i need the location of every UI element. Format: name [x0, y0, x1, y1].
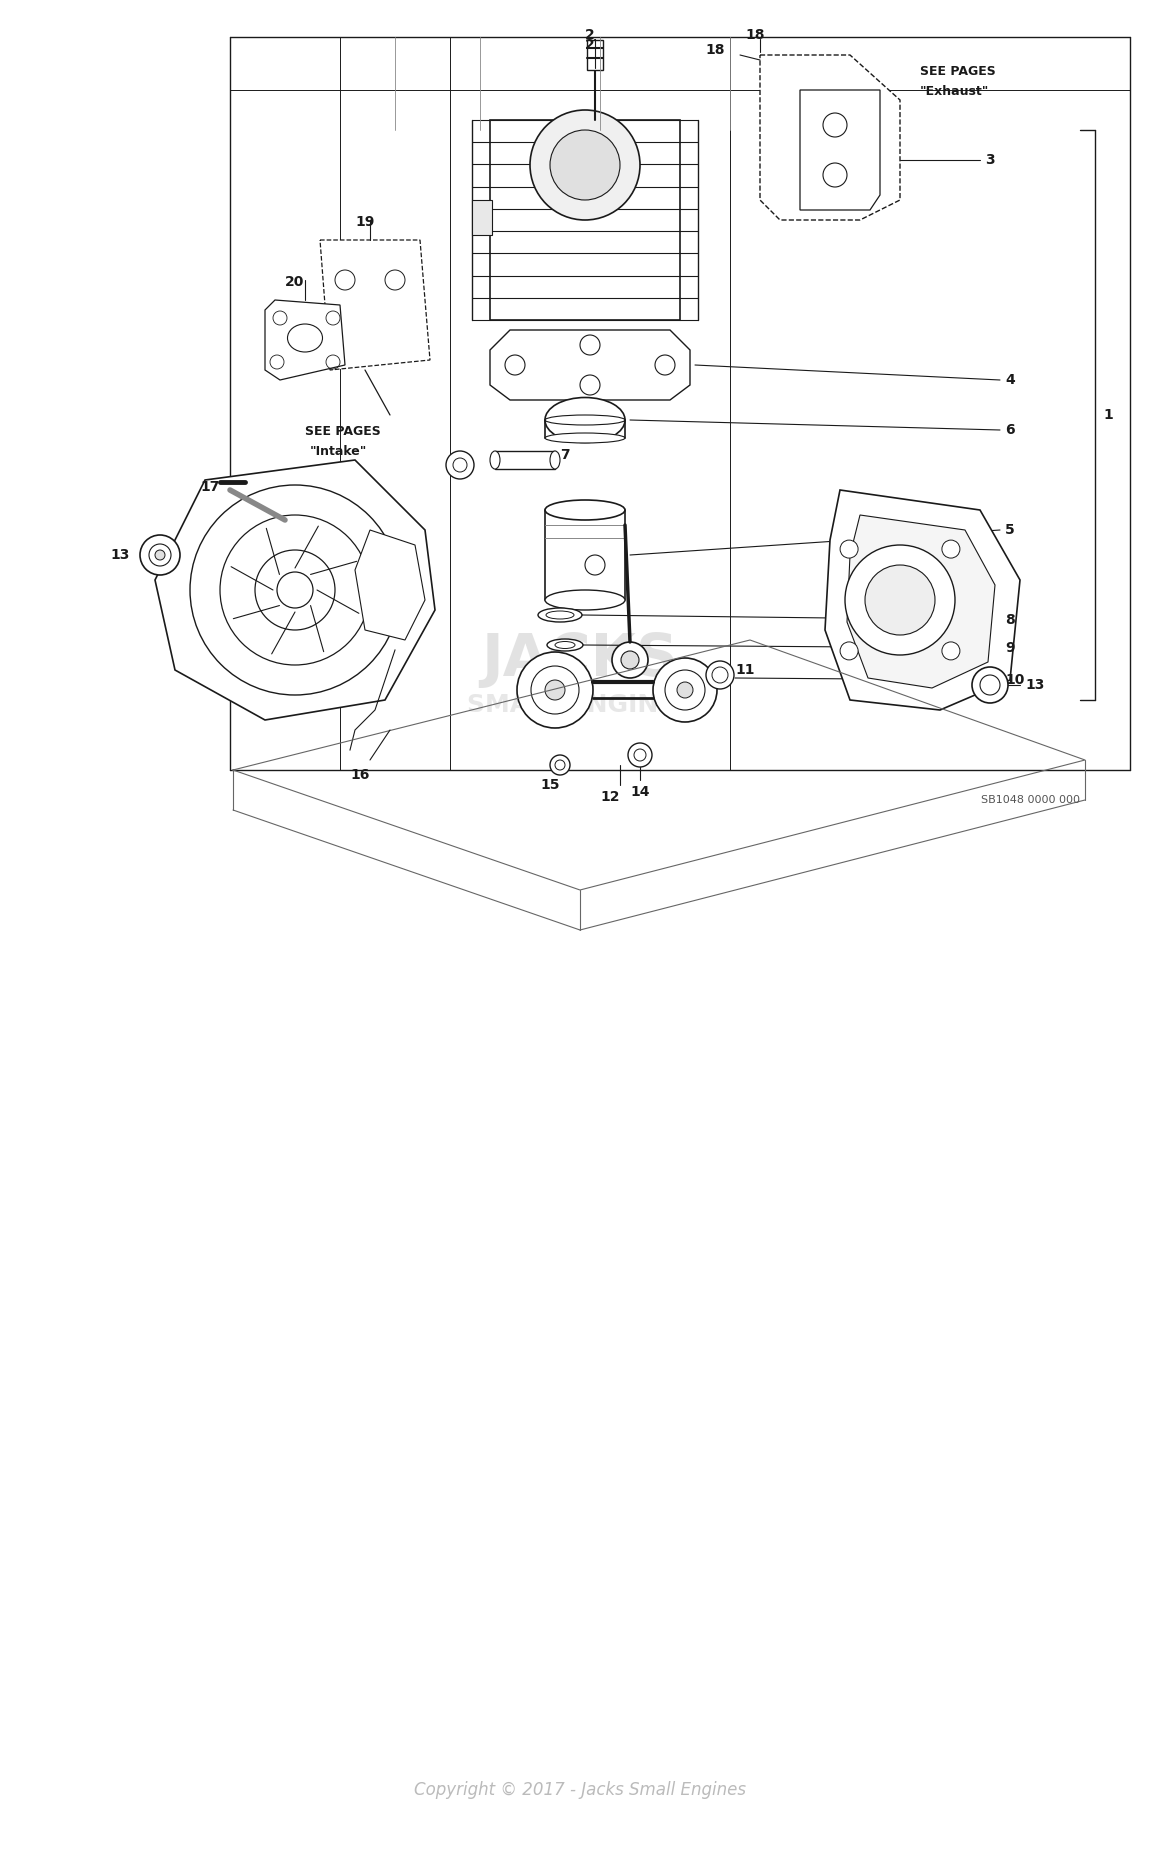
Text: 13: 13 — [110, 547, 130, 562]
Bar — [495, 451, 555, 469]
Ellipse shape — [545, 590, 625, 611]
Text: 2: 2 — [585, 37, 595, 52]
Circle shape — [972, 667, 1008, 704]
Text: JACKS: JACKS — [481, 631, 678, 689]
Text: 3: 3 — [985, 153, 994, 168]
Circle shape — [653, 657, 717, 722]
Ellipse shape — [546, 611, 574, 618]
Circle shape — [140, 534, 180, 575]
Circle shape — [555, 760, 564, 771]
Circle shape — [531, 667, 580, 713]
Circle shape — [150, 544, 172, 566]
Bar — [490, 119, 680, 320]
Polygon shape — [320, 240, 430, 371]
Circle shape — [840, 540, 858, 559]
Ellipse shape — [538, 609, 582, 622]
Circle shape — [190, 484, 400, 695]
Circle shape — [255, 549, 335, 629]
Text: SB1048 0000 000: SB1048 0000 000 — [981, 795, 1080, 804]
Bar — [586, 39, 603, 71]
Text: 20: 20 — [285, 276, 305, 289]
Circle shape — [677, 681, 693, 698]
Circle shape — [453, 458, 467, 471]
Ellipse shape — [545, 397, 625, 443]
Polygon shape — [760, 56, 901, 220]
Text: 4: 4 — [1005, 372, 1015, 387]
Circle shape — [220, 516, 370, 665]
Circle shape — [585, 555, 605, 575]
Ellipse shape — [545, 415, 625, 425]
Text: SEE PAGES: SEE PAGES — [920, 65, 996, 78]
Text: 1: 1 — [1103, 408, 1113, 423]
Text: 16: 16 — [350, 767, 370, 782]
Text: 14: 14 — [630, 786, 650, 799]
Circle shape — [665, 670, 705, 709]
Circle shape — [942, 540, 960, 559]
Circle shape — [530, 110, 640, 220]
Circle shape — [634, 749, 646, 762]
Bar — [472, 199, 493, 235]
Polygon shape — [355, 531, 425, 641]
Circle shape — [277, 572, 313, 609]
Ellipse shape — [545, 501, 625, 519]
Circle shape — [621, 652, 639, 668]
Text: 12: 12 — [600, 789, 620, 804]
Circle shape — [545, 680, 564, 700]
Text: 18: 18 — [745, 28, 765, 43]
Polygon shape — [155, 460, 435, 721]
Text: SMALL ENGINES: SMALL ENGINES — [467, 693, 693, 717]
Circle shape — [823, 114, 847, 138]
Polygon shape — [825, 490, 1020, 709]
Circle shape — [612, 642, 648, 678]
Circle shape — [840, 642, 858, 659]
Text: 2: 2 — [585, 28, 595, 43]
Circle shape — [551, 130, 620, 199]
Circle shape — [712, 667, 728, 683]
Text: 13: 13 — [1025, 678, 1044, 693]
Text: 18: 18 — [706, 43, 726, 58]
Text: 7: 7 — [560, 449, 569, 462]
Text: SEE PAGES: SEE PAGES — [305, 425, 381, 438]
Polygon shape — [847, 516, 994, 687]
Text: Copyright © 2017 - Jacks Small Engines: Copyright © 2017 - Jacks Small Engines — [414, 1780, 745, 1799]
Ellipse shape — [490, 451, 500, 469]
Circle shape — [706, 661, 734, 689]
Circle shape — [155, 549, 165, 560]
Text: 8: 8 — [1005, 613, 1015, 627]
Text: 5: 5 — [1005, 523, 1015, 536]
Circle shape — [942, 642, 960, 659]
Text: "Intake": "Intake" — [309, 445, 367, 458]
Polygon shape — [490, 330, 690, 400]
Text: 10: 10 — [1005, 672, 1025, 687]
Text: "Exhaust": "Exhaust" — [920, 86, 990, 99]
Text: 15: 15 — [540, 778, 560, 791]
Circle shape — [823, 164, 847, 186]
Polygon shape — [800, 89, 880, 210]
Circle shape — [551, 754, 570, 775]
Ellipse shape — [551, 451, 560, 469]
Circle shape — [446, 451, 474, 479]
Polygon shape — [265, 300, 345, 380]
Text: 9: 9 — [1005, 641, 1014, 655]
Ellipse shape — [547, 639, 583, 652]
Ellipse shape — [545, 434, 625, 443]
Text: 17: 17 — [201, 480, 220, 493]
Circle shape — [628, 743, 653, 767]
Text: 6: 6 — [1005, 423, 1014, 438]
Circle shape — [981, 676, 1000, 695]
Circle shape — [865, 564, 935, 635]
Circle shape — [845, 546, 955, 655]
Text: 19: 19 — [356, 214, 374, 229]
Circle shape — [517, 652, 593, 728]
Ellipse shape — [555, 642, 575, 648]
Text: 11: 11 — [735, 663, 755, 678]
